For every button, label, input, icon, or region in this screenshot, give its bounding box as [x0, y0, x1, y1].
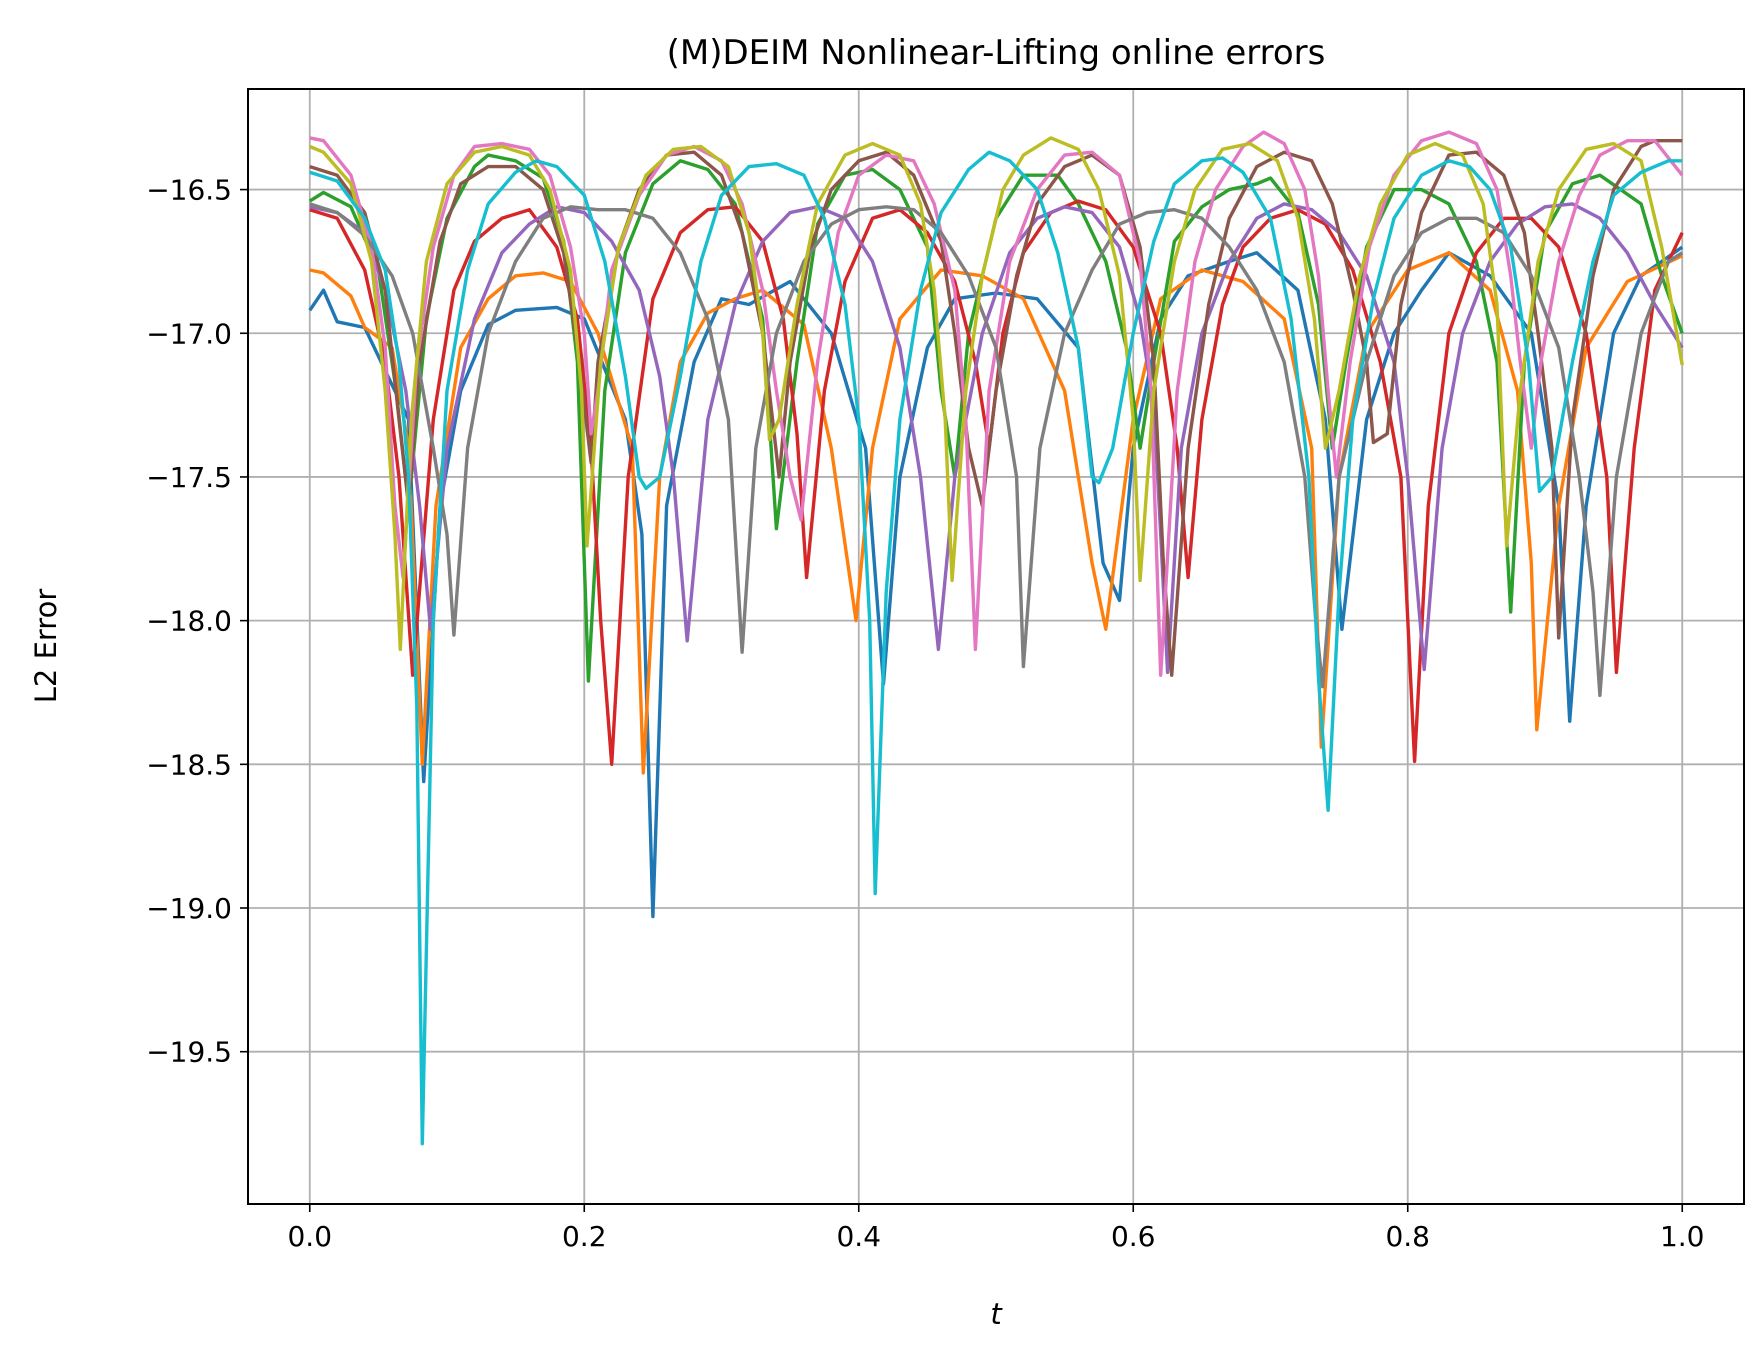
x-axis-label: t [990, 1297, 1003, 1331]
y-tick-label: −19.0 [146, 892, 232, 925]
x-tick-label: 1.0 [1660, 1220, 1705, 1253]
x-tick-label: 0.6 [1111, 1220, 1156, 1253]
y-tick-label: −17.0 [146, 317, 232, 350]
y-tick-label: −18.5 [146, 748, 232, 781]
y-tick-label: −17.5 [146, 461, 232, 494]
series-line-9 [309, 136, 1684, 652]
y-tick-label: −19.5 [146, 1036, 232, 1069]
chart-title: (M)DEIM Nonlinear-Lifting online errors [667, 33, 1326, 73]
x-tick-label: 0.4 [836, 1220, 881, 1253]
plot-frame [247, 88, 1745, 1205]
series-line-4 [309, 199, 1684, 766]
y-tick-label: −16.5 [146, 174, 232, 207]
series-layer [308, 130, 1684, 1146]
series-line-3 [308, 153, 1684, 683]
series-line-1 [308, 245, 1684, 919]
series-line-8 [309, 202, 1684, 698]
series-line-5 [309, 202, 1684, 675]
x-tick-label: 0.8 [1385, 1220, 1430, 1253]
series-line-10 [309, 150, 1683, 1146]
y-axis-label: L2 Error [29, 589, 63, 704]
series-line-2 [309, 251, 1683, 775]
x-tick-label: 0.2 [562, 1220, 607, 1253]
series-line-7 [309, 130, 1684, 677]
x-axis: 0.0 0.2 0.4 0.6 0.8 1.0 [287, 1204, 1705, 1253]
y-tick-label: −18.0 [146, 605, 232, 638]
x-tick-label: 0.0 [287, 1220, 332, 1253]
y-axis: −16.5 −17.0 −17.5 −18.0 −18.5 −19.0 −19.5 [146, 174, 248, 1069]
